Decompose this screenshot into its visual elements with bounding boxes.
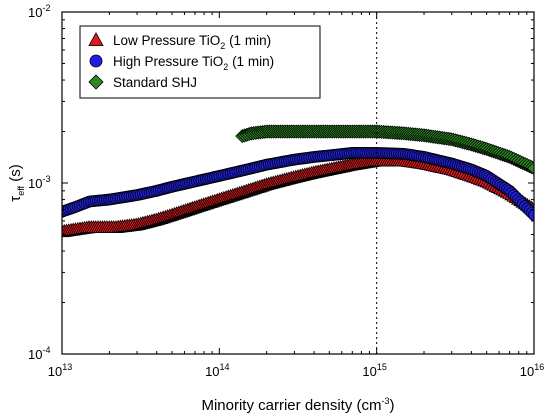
x-tick-label: 1016 bbox=[520, 362, 544, 379]
y-tick-label: 10-4 bbox=[28, 345, 50, 362]
legend-marker-1 bbox=[88, 32, 104, 46]
axis-ticks bbox=[61, 12, 534, 355]
y-axis-title: τeff (s) bbox=[7, 164, 26, 201]
x-tick-label: 1015 bbox=[362, 362, 386, 379]
y-tick-label: 10-2 bbox=[28, 3, 50, 20]
y-tick-label: 10-3 bbox=[28, 174, 50, 191]
legend-marker-2 bbox=[89, 54, 103, 68]
legend: Low Pressure TiO2 (1 min) High Pressure T… bbox=[79, 25, 321, 99]
x-axis-title: Minority carrier density (cm-3) bbox=[201, 396, 394, 414]
legend-label-1: Low Pressure TiO2 (1 min) bbox=[113, 33, 271, 51]
legend-label-2: High Pressure TiO2 (1 min) bbox=[113, 54, 274, 72]
x-tick-label: 1013 bbox=[48, 362, 72, 379]
axis-tick-labels: 1013 1014 1015 1016 10-4 10-3 10-2 bbox=[28, 3, 544, 379]
series-2-marker bbox=[528, 209, 534, 221]
series-3-marker bbox=[526, 161, 534, 176]
x-tick-label: 1014 bbox=[205, 362, 229, 379]
legend-marker-3 bbox=[88, 74, 104, 90]
legend-label-3: Standard SHJ bbox=[113, 75, 197, 90]
data-markers bbox=[62, 124, 534, 238]
